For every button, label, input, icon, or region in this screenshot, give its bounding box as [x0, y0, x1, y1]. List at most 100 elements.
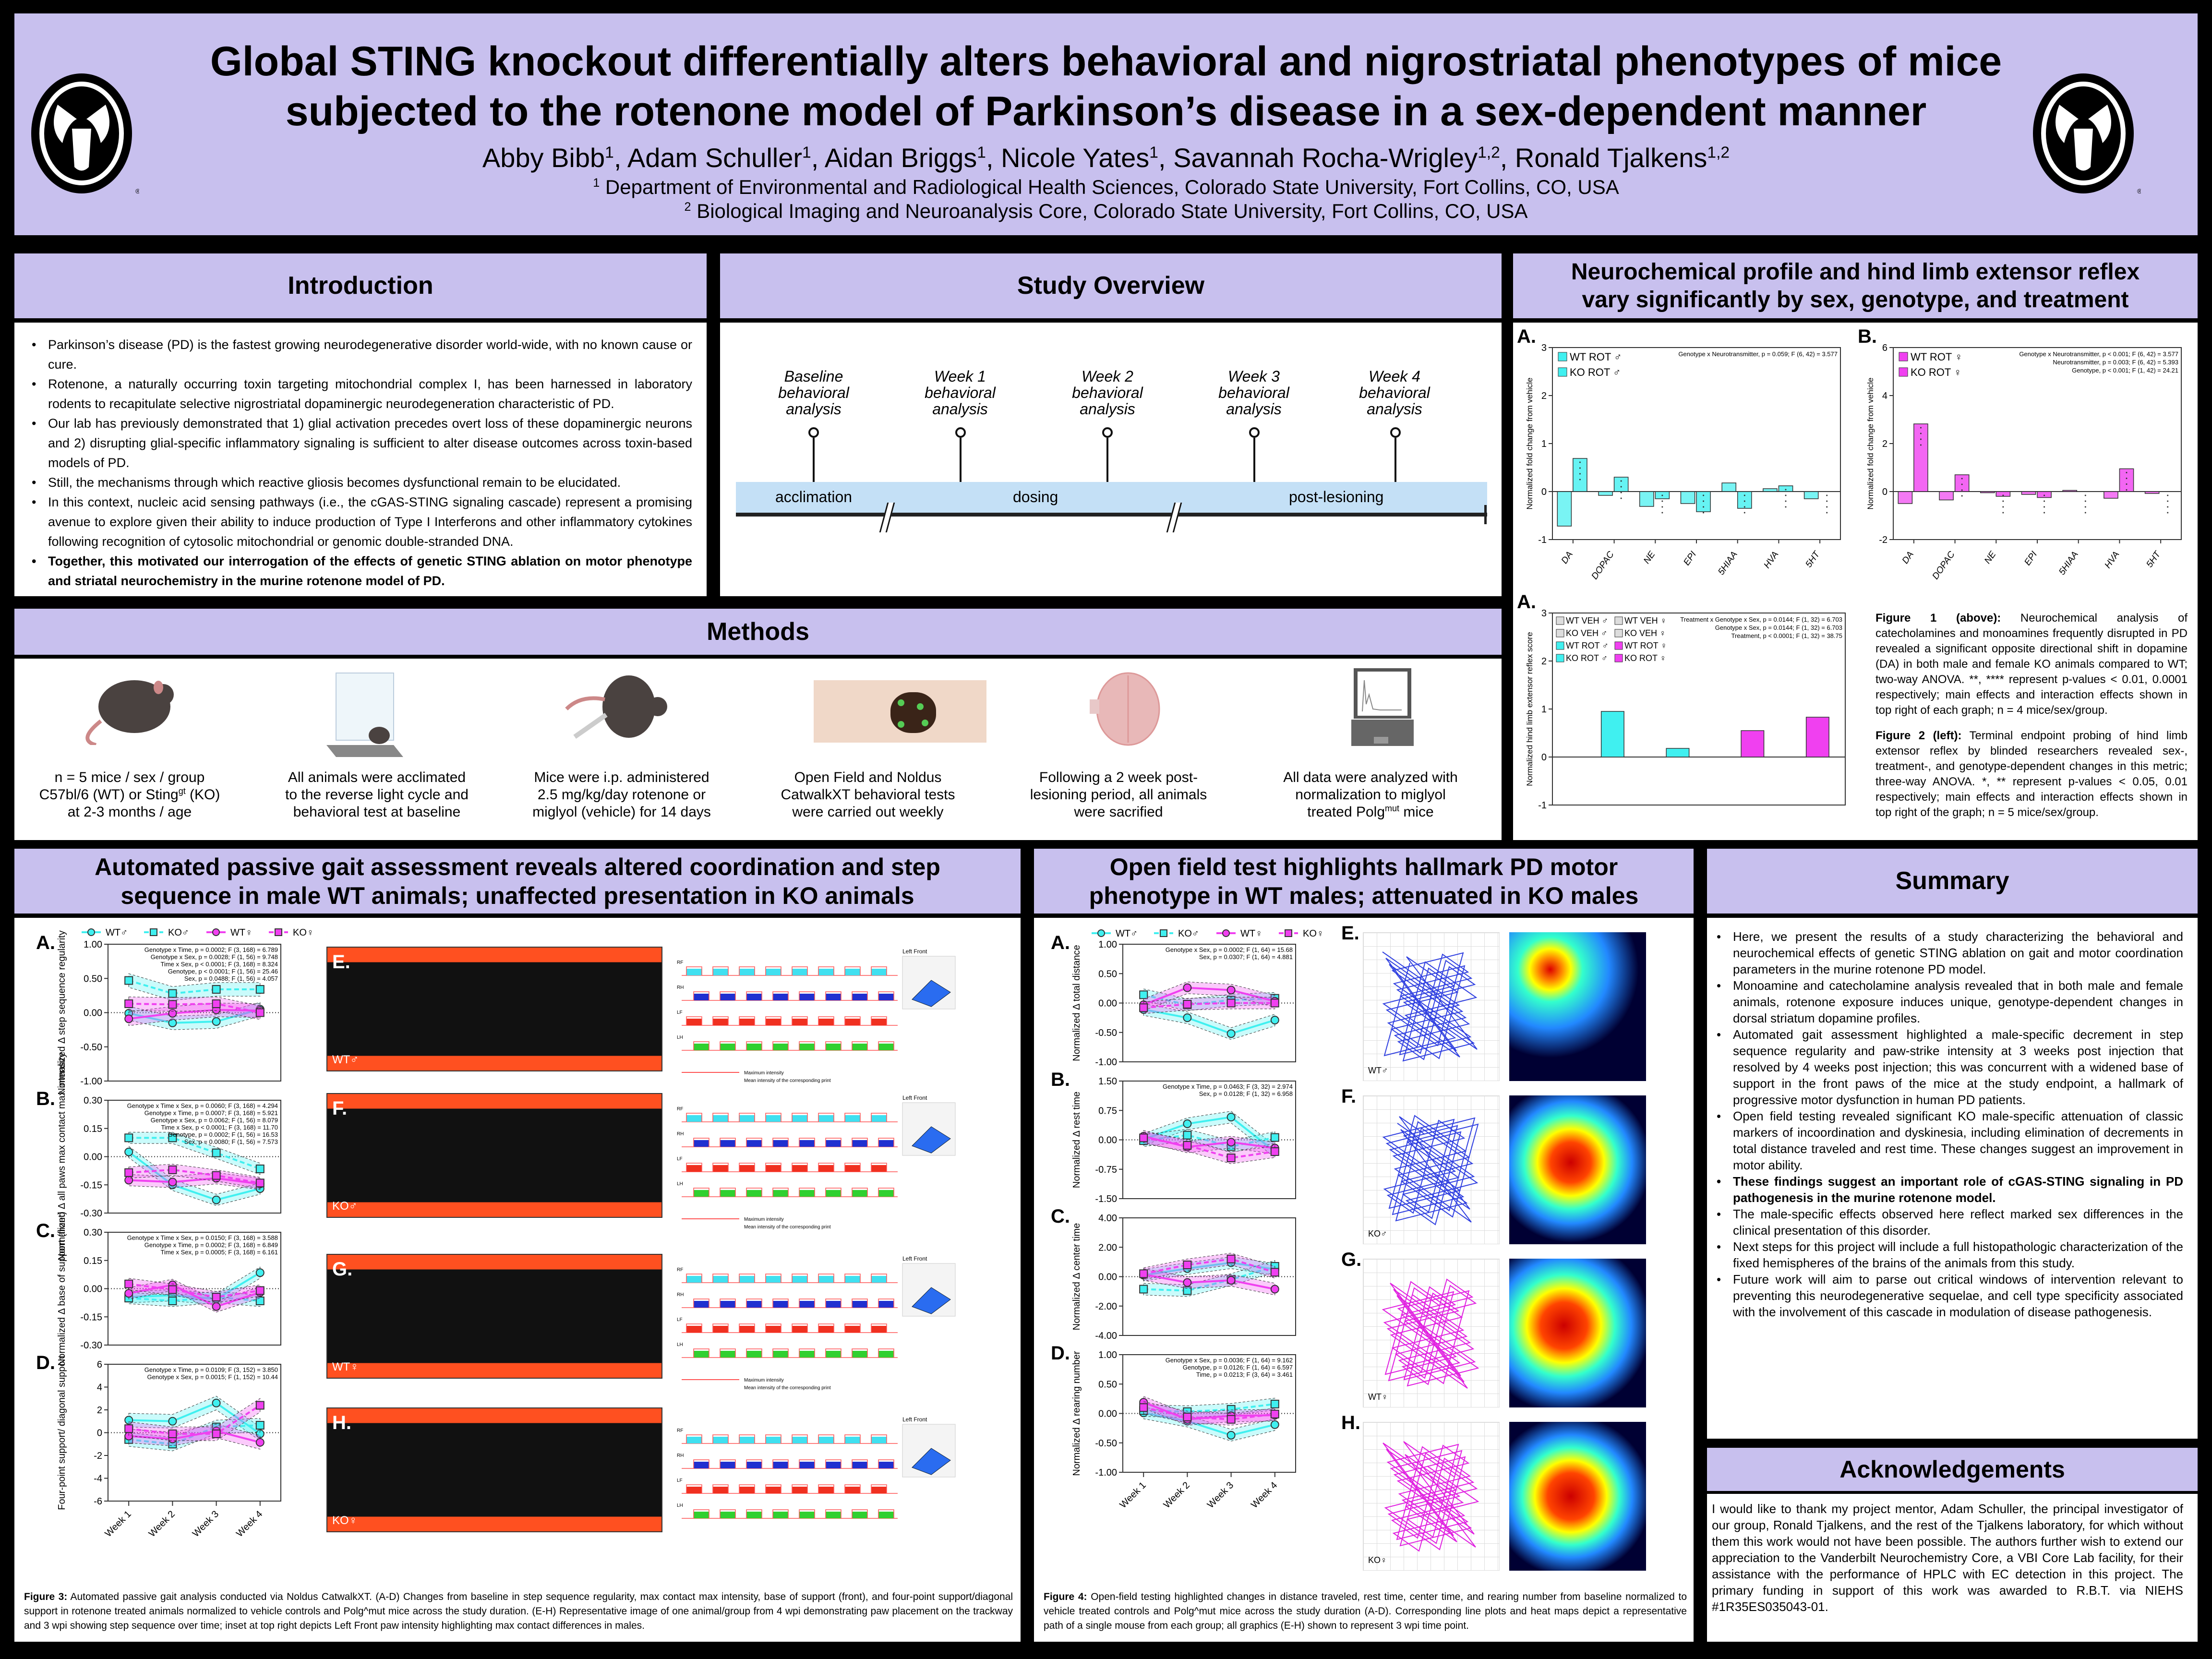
svg-text:Week 4: Week 4	[1249, 1480, 1279, 1510]
svg-text:RF: RF	[677, 1106, 683, 1112]
timeline-marker	[1102, 427, 1113, 438]
svg-text:DA: DA	[1900, 550, 1916, 566]
openfield-path-trace: KO♂	[1363, 1095, 1500, 1244]
svg-text:0.75: 0.75	[1098, 1106, 1117, 1116]
svg-text:Genotype x Sex, p = 0.0062; F: Genotype x Sex, p = 0.0062; F (1, 56) = …	[151, 1117, 278, 1124]
svg-text:4: 4	[1882, 391, 1887, 401]
svg-text:Week 3: Week 3	[191, 1509, 221, 1539]
openfield-panel-label: G.	[1341, 1249, 1362, 1270]
svg-text:Treatment, p < 0.0001; F (1, 3: Treatment, p < 0.0001; F (1, 32) = 38.75	[1731, 632, 1843, 639]
svg-text:RH: RH	[677, 1292, 684, 1298]
svg-text:Genotype x Time, p = 0.0109; F: Genotype x Time, p = 0.0109; F (3, 152) …	[144, 1366, 278, 1373]
svg-text:Four-point support/ diagonal s: Four-point support/ diagonal support	[57, 1355, 67, 1510]
svg-text:Sex, p = 0.0307; F (1, 64) = 4: Sex, p = 0.0307; F (1, 64) = 4.881	[1199, 953, 1293, 961]
svg-text:0.15: 0.15	[84, 1124, 102, 1134]
summary-header: Summary	[1707, 849, 2198, 914]
svg-text:WT♂: WT♂	[1116, 928, 1138, 939]
svg-text:-0.50: -0.50	[80, 1042, 102, 1053]
svg-text:LH: LH	[677, 1503, 683, 1508]
svg-text:WT ROT ♀: WT ROT ♀	[1911, 351, 1963, 363]
svg-text:Mean intensity of the correspo: Mean intensity of the corresponding prin…	[744, 1078, 831, 1083]
catwalk-image-g: G. WT♀	[326, 1254, 662, 1379]
svg-text:Left Front: Left Front	[902, 948, 927, 955]
svg-text:Mean intensity of the correspo: Mean intensity of the corresponding prin…	[744, 1385, 831, 1391]
svg-text:Genotype x Sex, p = 0.0028; F: Genotype x Sex, p = 0.0028; F (1, 56) = …	[151, 953, 278, 961]
svg-text:Normalized Δ base of support (: Normalized Δ base of support (front)	[57, 1212, 67, 1366]
svg-text:-2: -2	[94, 1451, 102, 1461]
svg-text:Week 3: Week 3	[1205, 1480, 1236, 1510]
svg-text:WT VEH ♂: WT VEH ♂	[1566, 616, 1608, 625]
method-step-5: Following a 2 week post-lesioning period…	[1030, 769, 1207, 820]
summary-bullet: Open field testing revealed significant …	[1714, 1108, 2183, 1173]
svg-text:Genotype, p = 0.0126; F (1, 64: Genotype, p = 0.0126; F (1, 64) = 6.597	[1183, 1364, 1293, 1371]
svg-text:RH: RH	[677, 1453, 684, 1458]
step-sequence-plots: Left Front RF RH LF LH Maximum intensity Mean …	[677, 948, 956, 1519]
svg-text:Normalized fold change from ve: Normalized fold change from vehicle	[1525, 378, 1534, 510]
svg-text:Week 2: Week 2	[147, 1509, 177, 1539]
svg-text:Genotype x Time, p = 0.0007; F: Genotype x Time, p = 0.0007; F (3, 168) …	[144, 1109, 278, 1117]
svg-text:EPI: EPI	[2022, 549, 2039, 567]
svg-text:Normalized Δ all paws max cont: Normalized Δ all paws max contact max in…	[57, 1053, 67, 1260]
phase-post-lesioning: post-lesioning	[1289, 488, 1384, 505]
svg-text:Maximum intensity: Maximum intensity	[744, 1217, 784, 1222]
svg-text:-2: -2	[1879, 535, 1887, 545]
laptop-icon	[1351, 668, 1414, 746]
introduction-body: Parkinson’s disease (PD) is the fastest …	[14, 323, 707, 596]
timepoint-baseline: Baseline behavioral analysis	[778, 368, 849, 418]
svg-text:RH: RH	[677, 1131, 684, 1137]
svg-text:®: ®	[2137, 187, 2141, 195]
svg-text:A.: A.	[1517, 326, 1536, 347]
svg-text:1: 1	[1541, 704, 1547, 715]
svg-text:C.: C.	[1051, 1206, 1070, 1227]
svg-text:Normalized Δ rearing number: Normalized Δ rearing number	[1071, 1351, 1082, 1476]
svg-text:0.00: 0.00	[1098, 1135, 1117, 1146]
svg-text:5HIAA: 5HIAA	[2057, 550, 2080, 577]
svg-text:1.00: 1.00	[84, 939, 102, 950]
intro-bullet: Our lab has previously demonstrated that…	[29, 414, 692, 473]
svg-text:1.00: 1.00	[1098, 1350, 1117, 1360]
svg-text:®: ®	[135, 187, 139, 195]
svg-text:Treatment x Genotype x Sex, p: Treatment x Genotype x Sex, p = 0.0144; …	[1680, 616, 1842, 623]
acknowledgements-header: Acknowledgements	[1707, 1448, 2198, 1491]
svg-text:-0.30: -0.30	[80, 1340, 102, 1351]
chart-fig3-gait-lines: WT♂ KO♂ WT♀ KO♀-1.00-0.500.000.501.00A. Norm…	[36, 927, 314, 1539]
svg-text:0: 0	[1541, 752, 1547, 763]
svg-text:DOPAC: DOPAC	[1931, 550, 1957, 581]
svg-text:KO ROT ♂: KO ROT ♂	[1570, 366, 1621, 378]
svg-text:1.50: 1.50	[1098, 1076, 1117, 1087]
svg-text:5HT: 5HT	[2144, 549, 2163, 570]
chart-fig4-openfield-lines: WT♂ KO♂ WT♀ KO♀-1.00-0.500.000.501.00A.Norm…	[1051, 928, 1324, 1510]
summary-bullet-emphasis: These findings suggest an important role…	[1714, 1173, 2183, 1206]
svg-text:A.: A.	[1517, 594, 1536, 613]
svg-text:Week 1: Week 1	[1118, 1480, 1148, 1510]
method-step-6: All data were analyzed with normalizatio…	[1283, 769, 1458, 820]
svg-text:WT♂: WT♂	[106, 927, 128, 938]
svg-text:Genotype, p < 0.0001; F (1, 56: Genotype, p < 0.0001; F (1, 56) = 25.46	[168, 968, 278, 975]
catwalk-image-f: F. KO♂	[326, 1093, 662, 1218]
svg-text:-2.00: -2.00	[1095, 1301, 1117, 1312]
svg-text:LH: LH	[677, 1035, 683, 1040]
svg-text:WT♀: WT♀	[230, 927, 252, 938]
openfield-maps: E. WT♂ F. KO♂ G. WT♀ H. KO♀	[1341, 918, 1692, 1585]
svg-text:Genotype, p = 0.0002; F (1, 56: Genotype, p = 0.0002; F (1, 56) = 16.53	[168, 1131, 278, 1138]
figure1-caption: Figure 1 (above): Neurochemical analysis…	[1875, 612, 2188, 717]
method-step-3: Mice were i.p. administered 2.5 mg/kg/da…	[532, 769, 711, 820]
svg-text:4: 4	[97, 1382, 102, 1393]
summary-bullet: Automated gait assessment highlighted a …	[1714, 1026, 2183, 1108]
gait-body: WT♂ KO♂ WT♀ KO♀ -1.00 -0.50 0.00 0.50 1.00 A. Norm…	[14, 918, 1021, 1642]
svg-text:0.50: 0.50	[84, 974, 102, 984]
intro-bullet: In this context, nucleic acid sensing pa…	[29, 493, 692, 552]
svg-text:WT VEH ♀: WT VEH ♀	[1624, 616, 1667, 625]
svg-text:2: 2	[1541, 391, 1547, 401]
svg-text:5HIAA: 5HIAA	[1716, 550, 1740, 577]
method-step-1: n = 5 mice / sex / group C57bl/6 (WT) or…	[39, 769, 220, 820]
svg-text:-0.75: -0.75	[1095, 1165, 1117, 1175]
figure4-caption: Figure 4: Open-field testing highlighted…	[1044, 1591, 1687, 1631]
svg-text:-4: -4	[94, 1474, 102, 1484]
svg-text:0: 0	[97, 1428, 102, 1439]
svg-text:RH: RH	[677, 985, 684, 990]
intro-bullet: Rotenone, a naturally occurring toxin ta…	[29, 374, 692, 414]
svg-text:DA: DA	[1560, 550, 1575, 566]
openfield-panel-label: H.	[1341, 1412, 1360, 1433]
svg-text:Neurotransmitter, p = 0.003; F: Neurotransmitter, p = 0.003; F (6, 42) =…	[2053, 359, 2178, 366]
